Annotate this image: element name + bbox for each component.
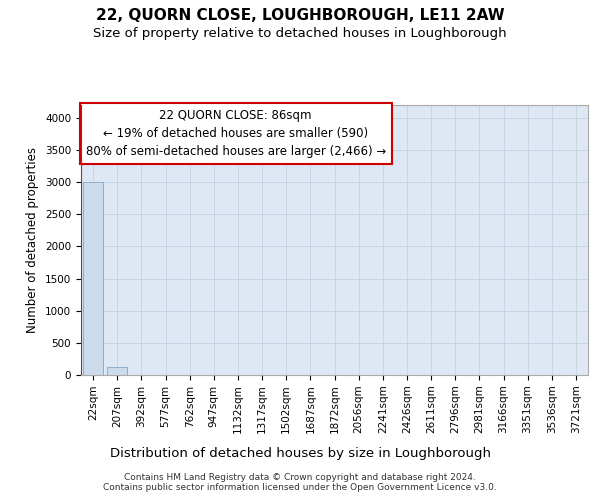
Y-axis label: Number of detached properties: Number of detached properties <box>26 147 40 333</box>
Text: 22 QUORN CLOSE: 86sqm
← 19% of detached houses are smaller (590)
80% of semi-det: 22 QUORN CLOSE: 86sqm ← 19% of detached … <box>86 109 386 158</box>
Bar <box>107 368 127 375</box>
Bar <box>83 182 103 375</box>
Text: Size of property relative to detached houses in Loughborough: Size of property relative to detached ho… <box>93 28 507 40</box>
Text: Contains HM Land Registry data © Crown copyright and database right 2024.
Contai: Contains HM Land Registry data © Crown c… <box>103 473 497 492</box>
Text: Distribution of detached houses by size in Loughborough: Distribution of detached houses by size … <box>110 448 491 460</box>
Text: 22, QUORN CLOSE, LOUGHBOROUGH, LE11 2AW: 22, QUORN CLOSE, LOUGHBOROUGH, LE11 2AW <box>95 8 505 22</box>
